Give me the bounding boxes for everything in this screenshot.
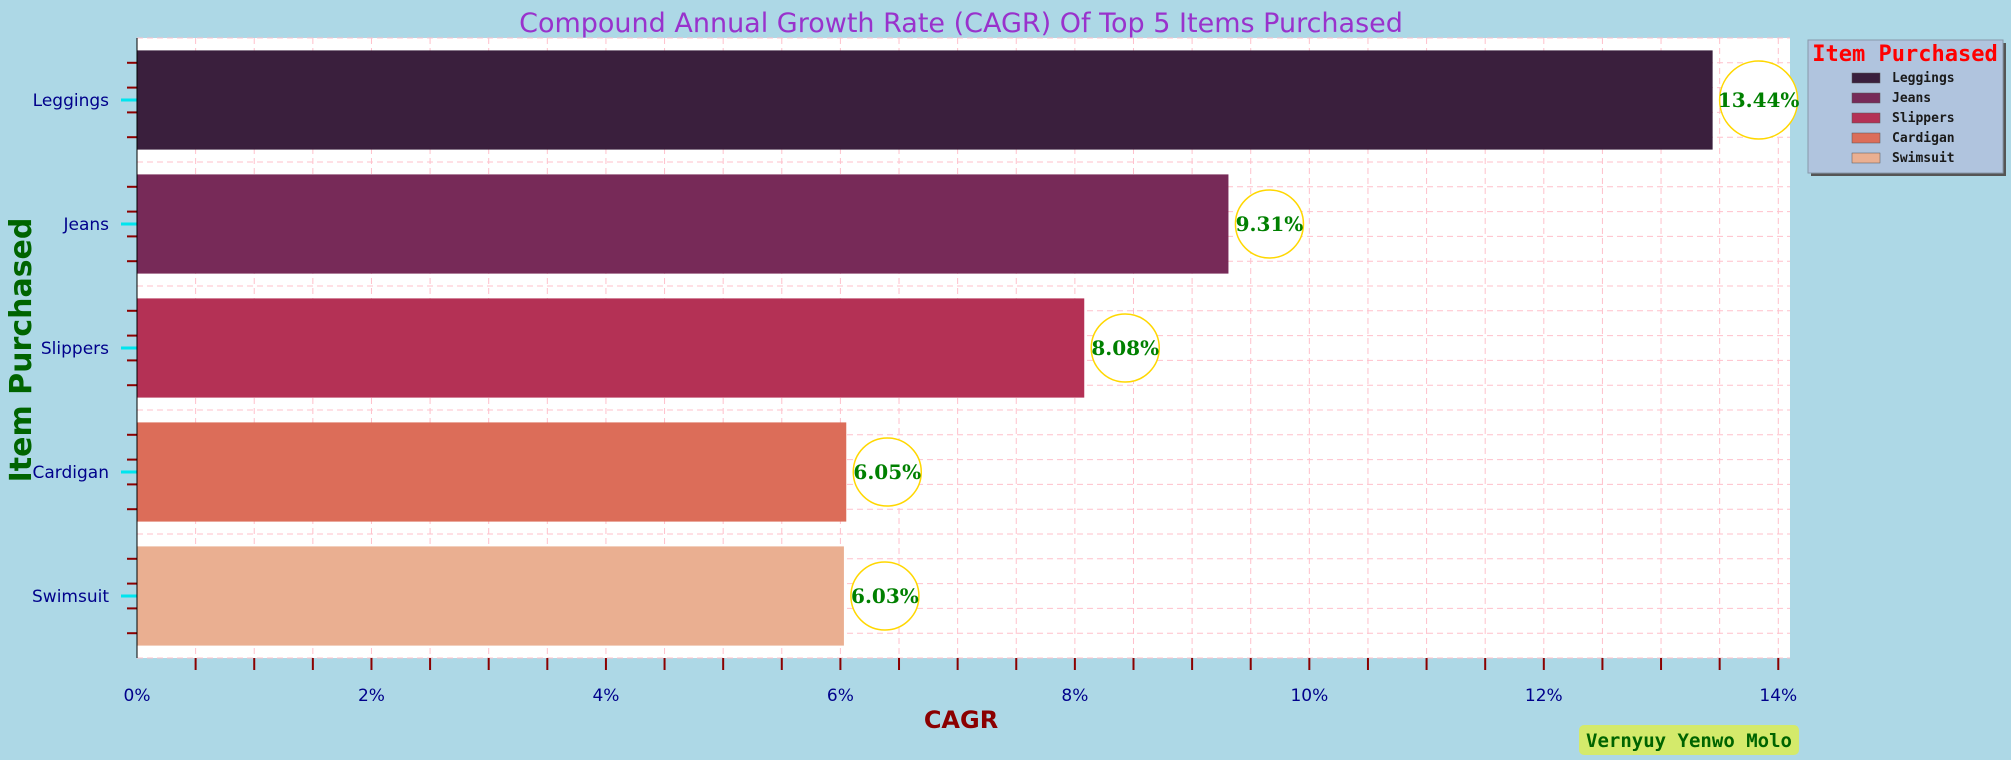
x-tick-label: 12% [1525,686,1563,706]
credit-badge: Vernyuy Yenwo Molo [1579,725,1799,755]
category-label: Swimsuit [32,587,109,607]
bar-jeans [137,174,1229,274]
value-label: 6.03% [851,584,919,608]
legend-title: Item Purchased [1812,42,1997,67]
legend-swatch [1851,112,1881,124]
value-label: 13.44% [1718,88,1800,112]
x-tick-label: 4% [592,686,619,706]
category-label: Leggings [33,91,110,111]
legend-label: Cardigan [1892,131,1955,146]
value-label: 6.05% [853,460,921,484]
x-tick-label: 6% [827,686,854,706]
x-tick-label: 10% [1290,686,1328,706]
x-tick-label: 0% [124,686,151,706]
ticks: 0% 2% 4% 6% 8% 10% 12% 14% Leggings Jeans Slippers… [32,38,1797,706]
value-badge [1090,313,1161,383]
value-badge [1234,189,1305,259]
bar-slippers [137,298,1085,398]
legend-box [1807,39,2004,174]
value-labels: 13.44% 9.31% 8.08% 6.05% 6.03% [850,60,1800,631]
credit-box [1579,725,1799,755]
legend-label: Swimsuit [1892,151,1955,166]
bar-swimsuit [137,546,844,646]
x-axis-label: CAGR [924,706,998,734]
value-badge [850,561,920,631]
bar-leggings [137,50,1713,150]
value-label: 8.08% [1091,336,1159,360]
legend-swatch [1851,92,1881,104]
x-tick-label: 8% [1061,686,1088,706]
bars [137,50,1713,646]
value-badge [852,437,923,507]
category-label: Slippers [41,339,109,359]
credit-text: Vernyuy Yenwo Molo [1586,730,1792,752]
legend-label: Jeans [1892,91,1931,106]
bar-cardigan [137,422,847,522]
value-label: 9.31% [1236,212,1304,236]
value-badge [1718,60,1799,140]
legend-swatch [1851,72,1881,84]
legend: Item Purchased Leggings Jeans Slippers Card… [1807,39,2006,176]
category-label: Jeans [62,215,109,235]
legend-swatch [1851,132,1881,144]
x-tick-label: 2% [358,686,385,706]
chart-title: Compound Annual Growth Rate (CAGR) Of To… [519,8,1403,39]
legend-label: Leggings [1892,71,1955,86]
x-tick-label: 14% [1759,686,1797,706]
y-axis-label: Item Purchased [4,218,39,483]
category-label: Cardigan [33,463,109,483]
legend-label: Slippers [1892,111,1955,126]
legend-swatch [1851,152,1881,164]
